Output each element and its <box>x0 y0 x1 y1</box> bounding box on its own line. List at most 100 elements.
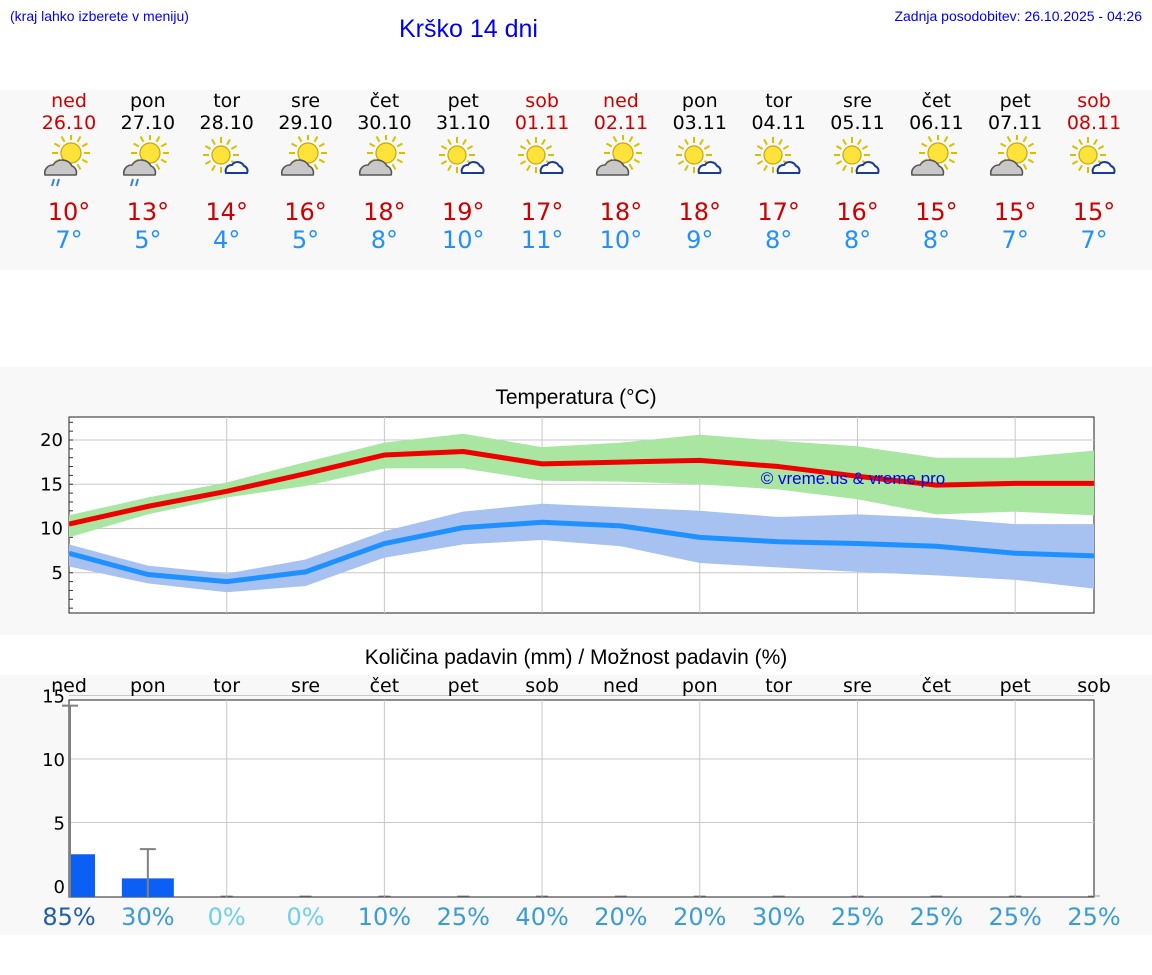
sun-small-cloud-icon <box>751 135 807 191</box>
precip-bar <box>69 854 95 897</box>
day-date: 29.10 <box>278 112 333 134</box>
precip-probability: 85% <box>42 903 96 931</box>
temp-max: 10° <box>47 198 91 226</box>
sun-small-cloud-icon <box>435 135 491 191</box>
temp-min: 7° <box>1080 226 1108 254</box>
temp-max: 18° <box>599 198 643 226</box>
day-name: pet <box>447 90 479 112</box>
day-date: 27.10 <box>120 112 176 134</box>
precip-day-label: pon <box>129 675 166 697</box>
partly-cloudy-icon <box>278 135 334 191</box>
precip-day-label: sob <box>525 675 559 697</box>
precip-day-label: ned <box>51 675 87 697</box>
temp-min: 10° <box>441 226 485 254</box>
precip-y-tick-label: 0 <box>54 877 65 898</box>
precip-probability: 20% <box>594 903 648 931</box>
day-date: 06.11 <box>909 112 964 134</box>
temp-max: 17° <box>757 198 800 226</box>
day-date: 26.10 <box>41 112 97 134</box>
precip-day-label: sre <box>291 675 321 697</box>
page-title: Krško 14 dni <box>399 15 538 43</box>
precip-y-tick-label: 5 <box>54 814 65 835</box>
temp-y-tick-label: 20 <box>40 430 63 451</box>
temp-max: 15° <box>993 198 1037 226</box>
temp-min: 8° <box>765 226 793 254</box>
day-date: 08.11 <box>1066 112 1122 134</box>
temp-min: 8° <box>843 226 872 254</box>
temp-max: 19° <box>441 198 485 226</box>
precip-probability: 25% <box>988 903 1042 931</box>
day-name: pon <box>681 90 718 112</box>
partly-cloudy-rain-icon <box>120 135 176 191</box>
day-date: 03.11 <box>672 112 727 134</box>
temp-min-range-band <box>69 503 1094 593</box>
day-name: pon <box>129 90 166 112</box>
temp-max: 15° <box>915 198 958 226</box>
temp-min: 4° <box>213 226 241 254</box>
partly-cloudy-icon <box>987 135 1043 191</box>
precip-probability: 0% <box>207 903 246 931</box>
partly-cloudy-icon <box>908 135 964 191</box>
sun-small-cloud-icon <box>199 135 255 191</box>
day-date: 01.11 <box>514 112 570 134</box>
temp-min-line <box>68 519 1095 585</box>
day-date: 28.10 <box>199 112 254 134</box>
precip-probability: 25% <box>436 903 490 931</box>
temp-y-tick-label: 5 <box>52 563 63 584</box>
temp-y-tick-label: 10 <box>40 519 63 540</box>
precip-day-label: pet <box>447 675 479 697</box>
temp-max: 17° <box>520 198 564 226</box>
day-name: ned <box>51 90 87 112</box>
temp-min: 5° <box>134 226 162 254</box>
temp-max: 16° <box>836 198 879 226</box>
day-name: sob <box>1077 90 1111 112</box>
precip-probability: 30% <box>751 903 806 931</box>
sun-small-cloud-icon <box>672 135 728 191</box>
day-name: sob <box>525 90 559 112</box>
precip-probability: 25% <box>1067 903 1121 931</box>
temp-max: 13° <box>126 198 170 226</box>
day-name: sre <box>843 90 872 112</box>
day-date: 07.11 <box>987 112 1043 134</box>
partly-cloudy-icon <box>593 135 649 191</box>
temp-max: 18° <box>363 198 406 226</box>
day-date: 04.11 <box>751 112 806 134</box>
precip-y-tick-label: 15 <box>42 687 65 708</box>
day-date: 31.10 <box>436 112 491 134</box>
precip-day-label: tor <box>765 675 793 697</box>
day-name: tor <box>213 90 241 112</box>
precip-probability: 25% <box>909 903 964 931</box>
precip-probability: 0% <box>286 903 325 931</box>
temp-min: 9° <box>686 226 714 254</box>
partly-cloudy-rain-icon <box>41 135 97 191</box>
temp-min: 8° <box>370 226 399 254</box>
precip-day-label: sre <box>843 675 872 697</box>
temp-min: 11° <box>520 226 564 254</box>
temp-max-range-band <box>69 433 1094 538</box>
day-name: čet <box>921 90 952 112</box>
precip-day-label: pet <box>999 675 1031 697</box>
day-name: čet <box>369 90 400 112</box>
precip-day-label: sob <box>1077 675 1111 697</box>
temp-min: 7° <box>55 226 83 254</box>
sun-small-cloud-icon <box>830 135 886 191</box>
day-name: pet <box>999 90 1031 112</box>
partly-cloudy-icon <box>356 135 412 191</box>
last-updated: Zadnja posodobitev: 26.10.2025 - 04:26 <box>894 8 1142 24</box>
precip-probability: 30% <box>121 903 175 931</box>
watermark: © vreme.us & vreme.pro <box>761 469 945 488</box>
sun-small-cloud-icon <box>1066 135 1122 191</box>
temp-max: 15° <box>1072 198 1116 226</box>
temp-min: 8° <box>922 226 950 254</box>
temp-min: 5° <box>291 226 320 254</box>
precip-day-label: ned <box>603 675 639 697</box>
temp-min: 10° <box>599 226 643 254</box>
location-hint[interactable]: (kraj lahko izberete v meniju) <box>10 8 189 24</box>
precip-plot-area <box>68 699 1095 898</box>
forecast-strip <box>0 90 1152 270</box>
day-date: 30.10 <box>357 112 412 134</box>
temp-min: 7° <box>1001 226 1029 254</box>
temp-max: 18° <box>678 198 722 226</box>
day-name: tor <box>765 90 793 112</box>
